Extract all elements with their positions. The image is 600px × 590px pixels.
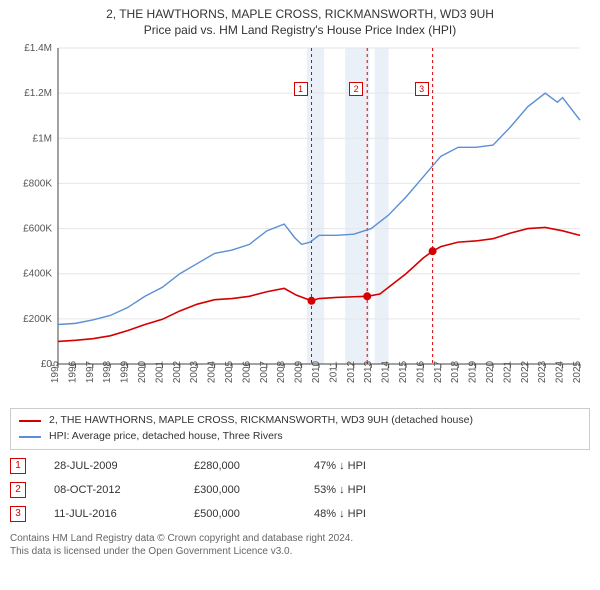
sale-date: 11-JUL-2016 <box>54 508 194 520</box>
sale-row: 1 28-JUL-2009£280,00047% ↓ HPI <box>10 454 590 478</box>
sale-date: 28-JUL-2009 <box>54 460 194 472</box>
legend-box: 2, THE HAWTHORNS, MAPLE CROSS, RICKMANSW… <box>10 408 590 450</box>
chart-marker-3: 3 <box>415 82 429 96</box>
chart-title-block: 2, THE HAWTHORNS, MAPLE CROSS, RICKMANSW… <box>0 0 600 42</box>
legend-label: HPI: Average price, detached house, Thre… <box>49 429 283 445</box>
sale-marker-number: 3 <box>10 506 26 522</box>
footer-line-2: This data is licensed under the Open Gov… <box>10 545 590 559</box>
sale-marker-number: 2 <box>10 482 26 498</box>
legend-swatch <box>19 436 41 438</box>
title-line-1: 2, THE HAWTHORNS, MAPLE CROSS, RICKMANSW… <box>10 6 590 22</box>
sale-marker-number: 1 <box>10 458 26 474</box>
svg-text:£400K: £400K <box>23 269 52 280</box>
sale-row: 2 08-OCT-2012£300,00053% ↓ HPI <box>10 478 590 502</box>
footer-line-1: Contains HM Land Registry data © Crown c… <box>10 532 590 546</box>
sales-marker-table: 1 28-JUL-2009£280,00047% ↓ HPI 2 08-OCT-201… <box>10 454 590 526</box>
svg-text:£200K: £200K <box>23 314 52 325</box>
footer-attribution: Contains HM Land Registry data © Crown c… <box>10 532 590 559</box>
chart-area: £0£200K£400K£600K£800K£1M£1.2M£1.4M19951… <box>10 42 590 402</box>
legend-item: HPI: Average price, detached house, Thre… <box>19 429 581 445</box>
sale-delta-vs-hpi: 48% ↓ HPI <box>314 508 434 520</box>
sale-date: 08-OCT-2012 <box>54 484 194 496</box>
sale-delta-vs-hpi: 47% ↓ HPI <box>314 460 434 472</box>
legend-swatch <box>19 420 41 422</box>
sale-price: £280,000 <box>194 460 314 472</box>
chart-marker-1: 1 <box>294 82 308 96</box>
title-line-2: Price paid vs. HM Land Registry's House … <box>10 22 590 38</box>
svg-text:£1.2M: £1.2M <box>24 89 52 100</box>
sale-delta-vs-hpi: 53% ↓ HPI <box>314 484 434 496</box>
chart-svg: £0£200K£400K£600K£800K£1M£1.2M£1.4M19951… <box>10 42 590 402</box>
svg-text:£1M: £1M <box>33 134 52 145</box>
legend-item: 2, THE HAWTHORNS, MAPLE CROSS, RICKMANSW… <box>19 413 581 429</box>
svg-text:£600K: £600K <box>23 224 52 235</box>
sale-price: £500,000 <box>194 508 314 520</box>
legend-label: 2, THE HAWTHORNS, MAPLE CROSS, RICKMANSW… <box>49 413 473 429</box>
svg-text:£1.4M: £1.4M <box>24 43 52 54</box>
sale-price: £300,000 <box>194 484 314 496</box>
svg-text:£800K: £800K <box>23 179 52 190</box>
sale-row: 3 11-JUL-2016£500,00048% ↓ HPI <box>10 502 590 526</box>
chart-marker-2: 2 <box>349 82 363 96</box>
